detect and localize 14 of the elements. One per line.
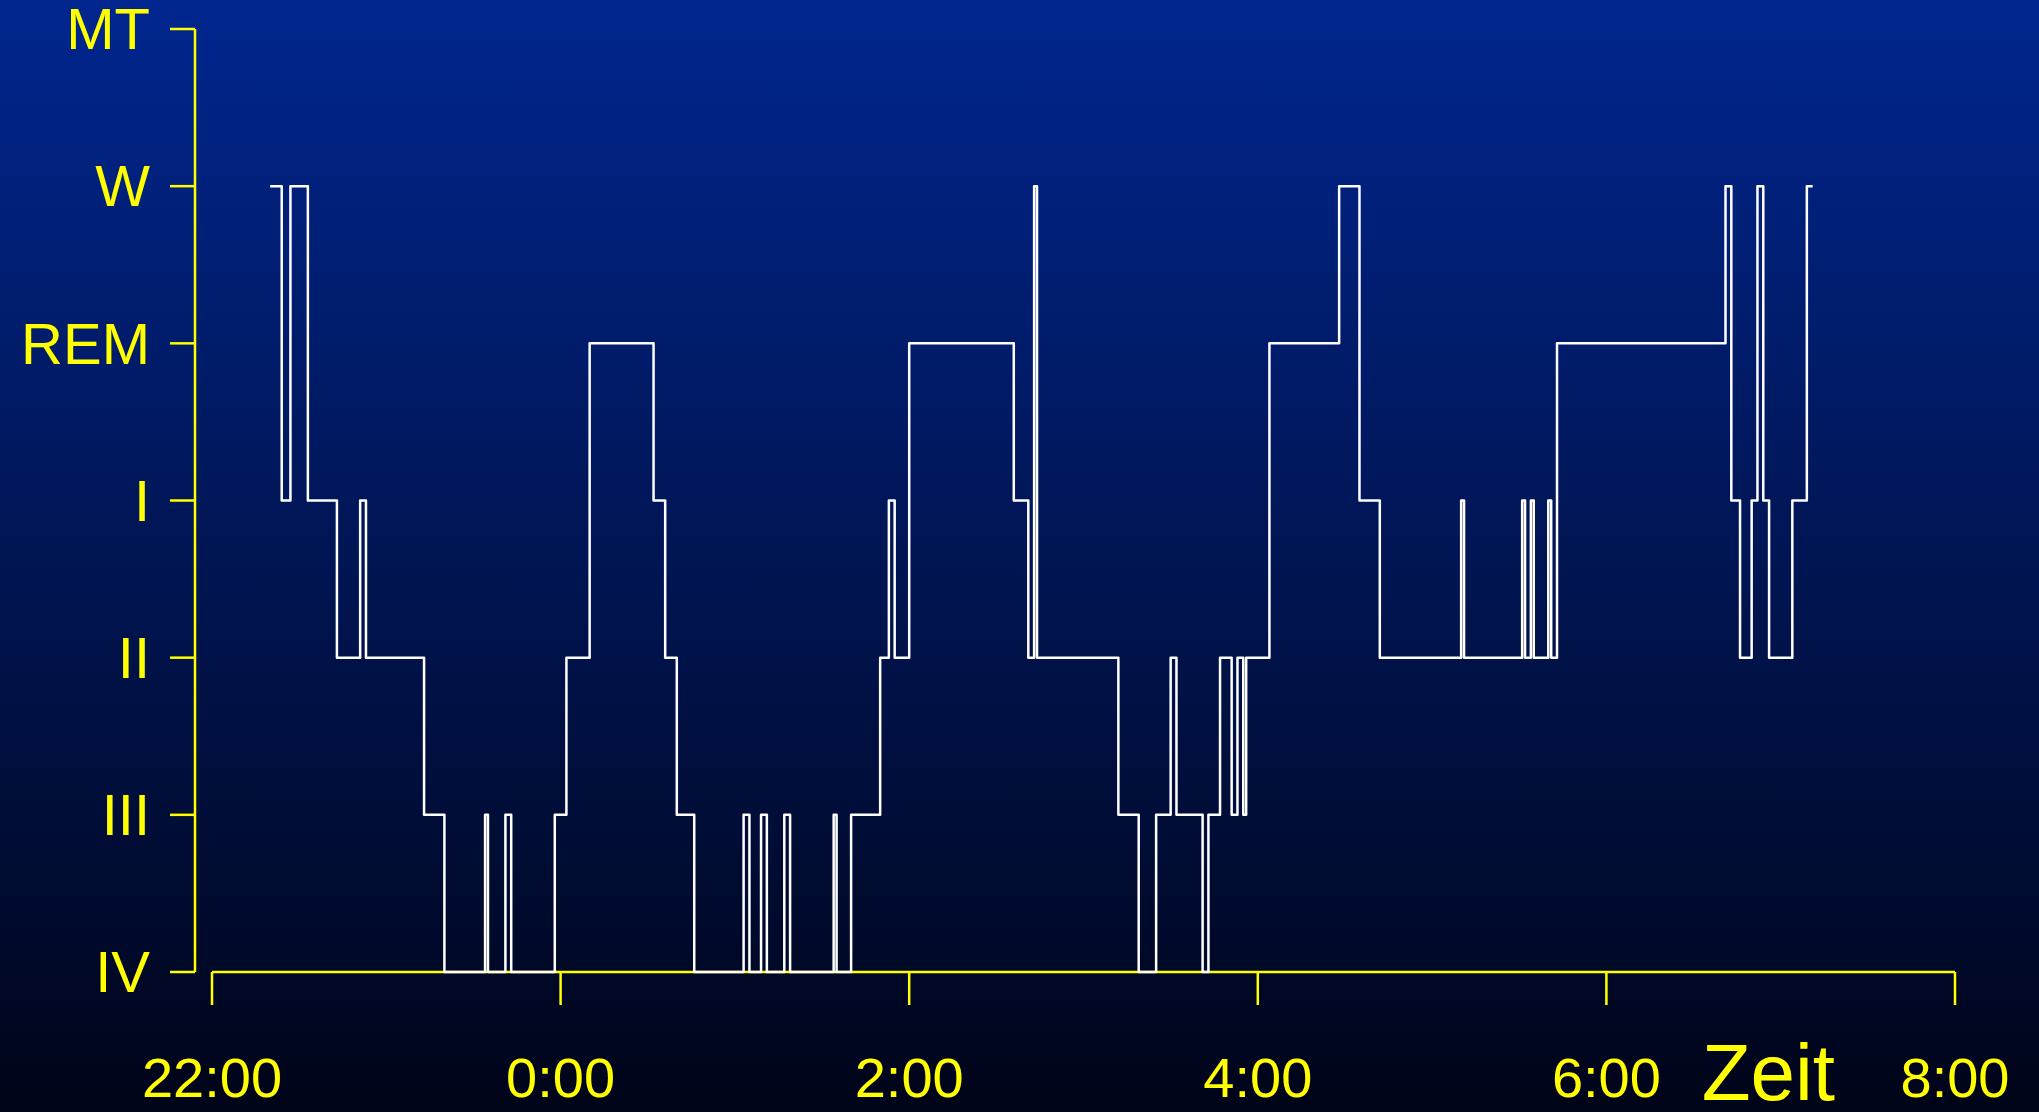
x-axis-title: Zeit [1701,1028,1835,1112]
x-tick-label: 8:00 [1900,1046,2010,1109]
text: I [133,467,150,533]
x-tick-label: 4:00 [1203,1046,1313,1109]
x-tick-label: 2:00 [854,1046,964,1109]
text: II [117,624,150,690]
text: III [101,782,150,848]
x-tick-label: 0:00 [506,1046,616,1109]
text: MT [66,0,150,62]
x-tick-label: 22:00 [141,1046,283,1109]
text: W [95,153,151,219]
x-tick-label: 6:00 [1551,1046,1661,1109]
text: REM [21,310,150,376]
text: IV [95,939,151,1005]
